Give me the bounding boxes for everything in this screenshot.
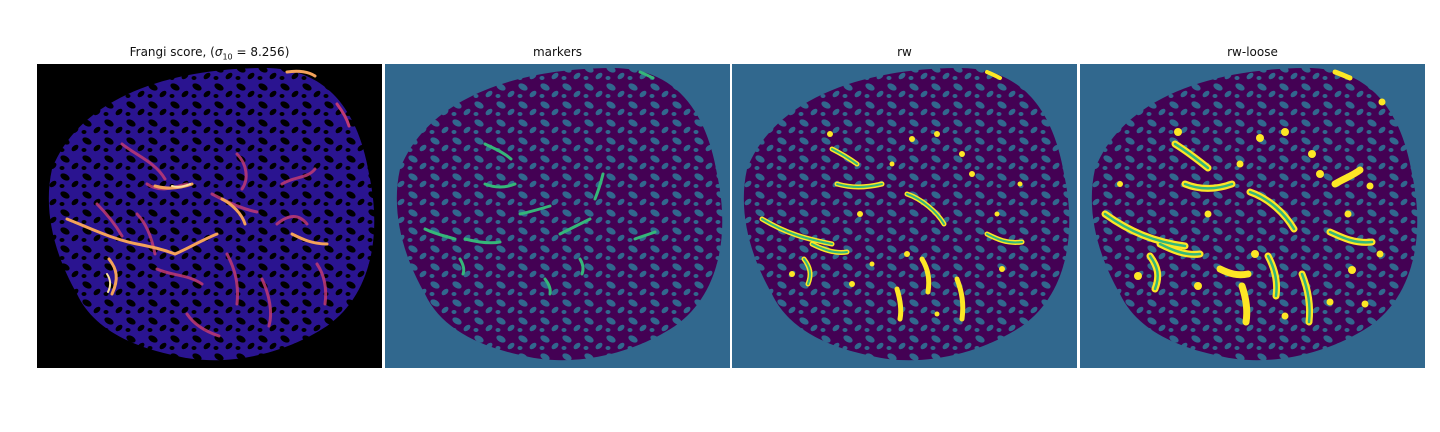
rw-panel-title: rw [897,45,912,59]
rw-image [732,64,1077,368]
frangi-panel-title: Frangi score, (σ10 = 8.256) [129,45,290,62]
rw-loose-panel-title: rw-loose [1227,45,1278,59]
markers-panel: markers [385,0,730,432]
frangi-panel: Frangi score, (σ10 = 8.256) [37,0,382,432]
rw-loose-panel: rw-loose [1080,0,1425,432]
rw-panel: rw [732,0,1077,432]
markers-image [385,64,730,368]
markers-panel-title: markers [532,45,583,59]
frangi-image [37,64,382,368]
rw-loose-image [1080,64,1425,368]
